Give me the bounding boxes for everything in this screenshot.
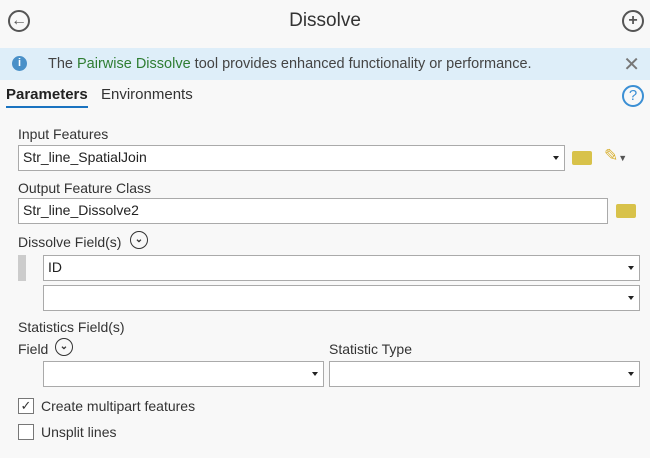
input-features-label: Input Features <box>18 126 109 142</box>
tab-environments[interactable]: Environments <box>101 86 193 103</box>
banner-suffix: tool provides enhanced functionality or … <box>190 56 532 72</box>
output-feature-class-input[interactable]: Str_line_Dissolve2 <box>18 198 608 224</box>
create-multipart-checkbox[interactable]: ✓ <box>18 398 34 414</box>
help-icon[interactable]: ? <box>622 85 644 107</box>
back-icon[interactable]: ← <box>8 10 30 32</box>
statistic-type-dropdown[interactable] <box>329 361 640 387</box>
chevron-down-icon[interactable]: ⌄ <box>55 338 73 356</box>
page-title: Dissolve <box>289 10 361 31</box>
banner-prefix: The <box>48 56 78 72</box>
pencil-icon[interactable]: ✎▼ <box>604 146 628 165</box>
statistics-field-dropdown[interactable] <box>43 361 324 387</box>
tab-parameters[interactable]: Parameters <box>6 86 88 108</box>
folder-icon[interactable] <box>616 204 636 218</box>
chevron-down-icon[interactable]: ⌄ <box>130 231 148 249</box>
field-label: Field <box>18 341 49 357</box>
unsplit-lines-label: Unsplit lines <box>41 424 117 440</box>
dissolve-field-dropdown[interactable] <box>43 285 640 311</box>
unsplit-lines-checkbox[interactable] <box>18 424 34 440</box>
folder-icon[interactable] <box>572 151 592 165</box>
info-banner: i The Pairwise Dissolve tool provides en… <box>0 48 650 80</box>
drag-handle[interactable] <box>18 255 26 281</box>
dissolve-fields-label: Dissolve Field(s) <box>18 234 122 250</box>
output-feature-class-label: Output Feature Class <box>18 180 152 196</box>
create-multipart-label: Create multipart features <box>41 398 196 414</box>
add-icon[interactable]: + <box>622 10 644 32</box>
statistic-type-label: Statistic Type <box>329 341 413 357</box>
statistics-fields-label: Statistics Field(s) <box>18 319 125 335</box>
pairwise-dissolve-link[interactable]: Pairwise Dissolve <box>77 56 191 72</box>
close-icon[interactable]: ✕ <box>623 54 640 76</box>
input-features-dropdown[interactable]: Str_line_SpatialJoin <box>18 145 565 171</box>
dissolve-field-dropdown[interactable]: ID <box>43 255 640 281</box>
info-icon: i <box>12 56 27 71</box>
